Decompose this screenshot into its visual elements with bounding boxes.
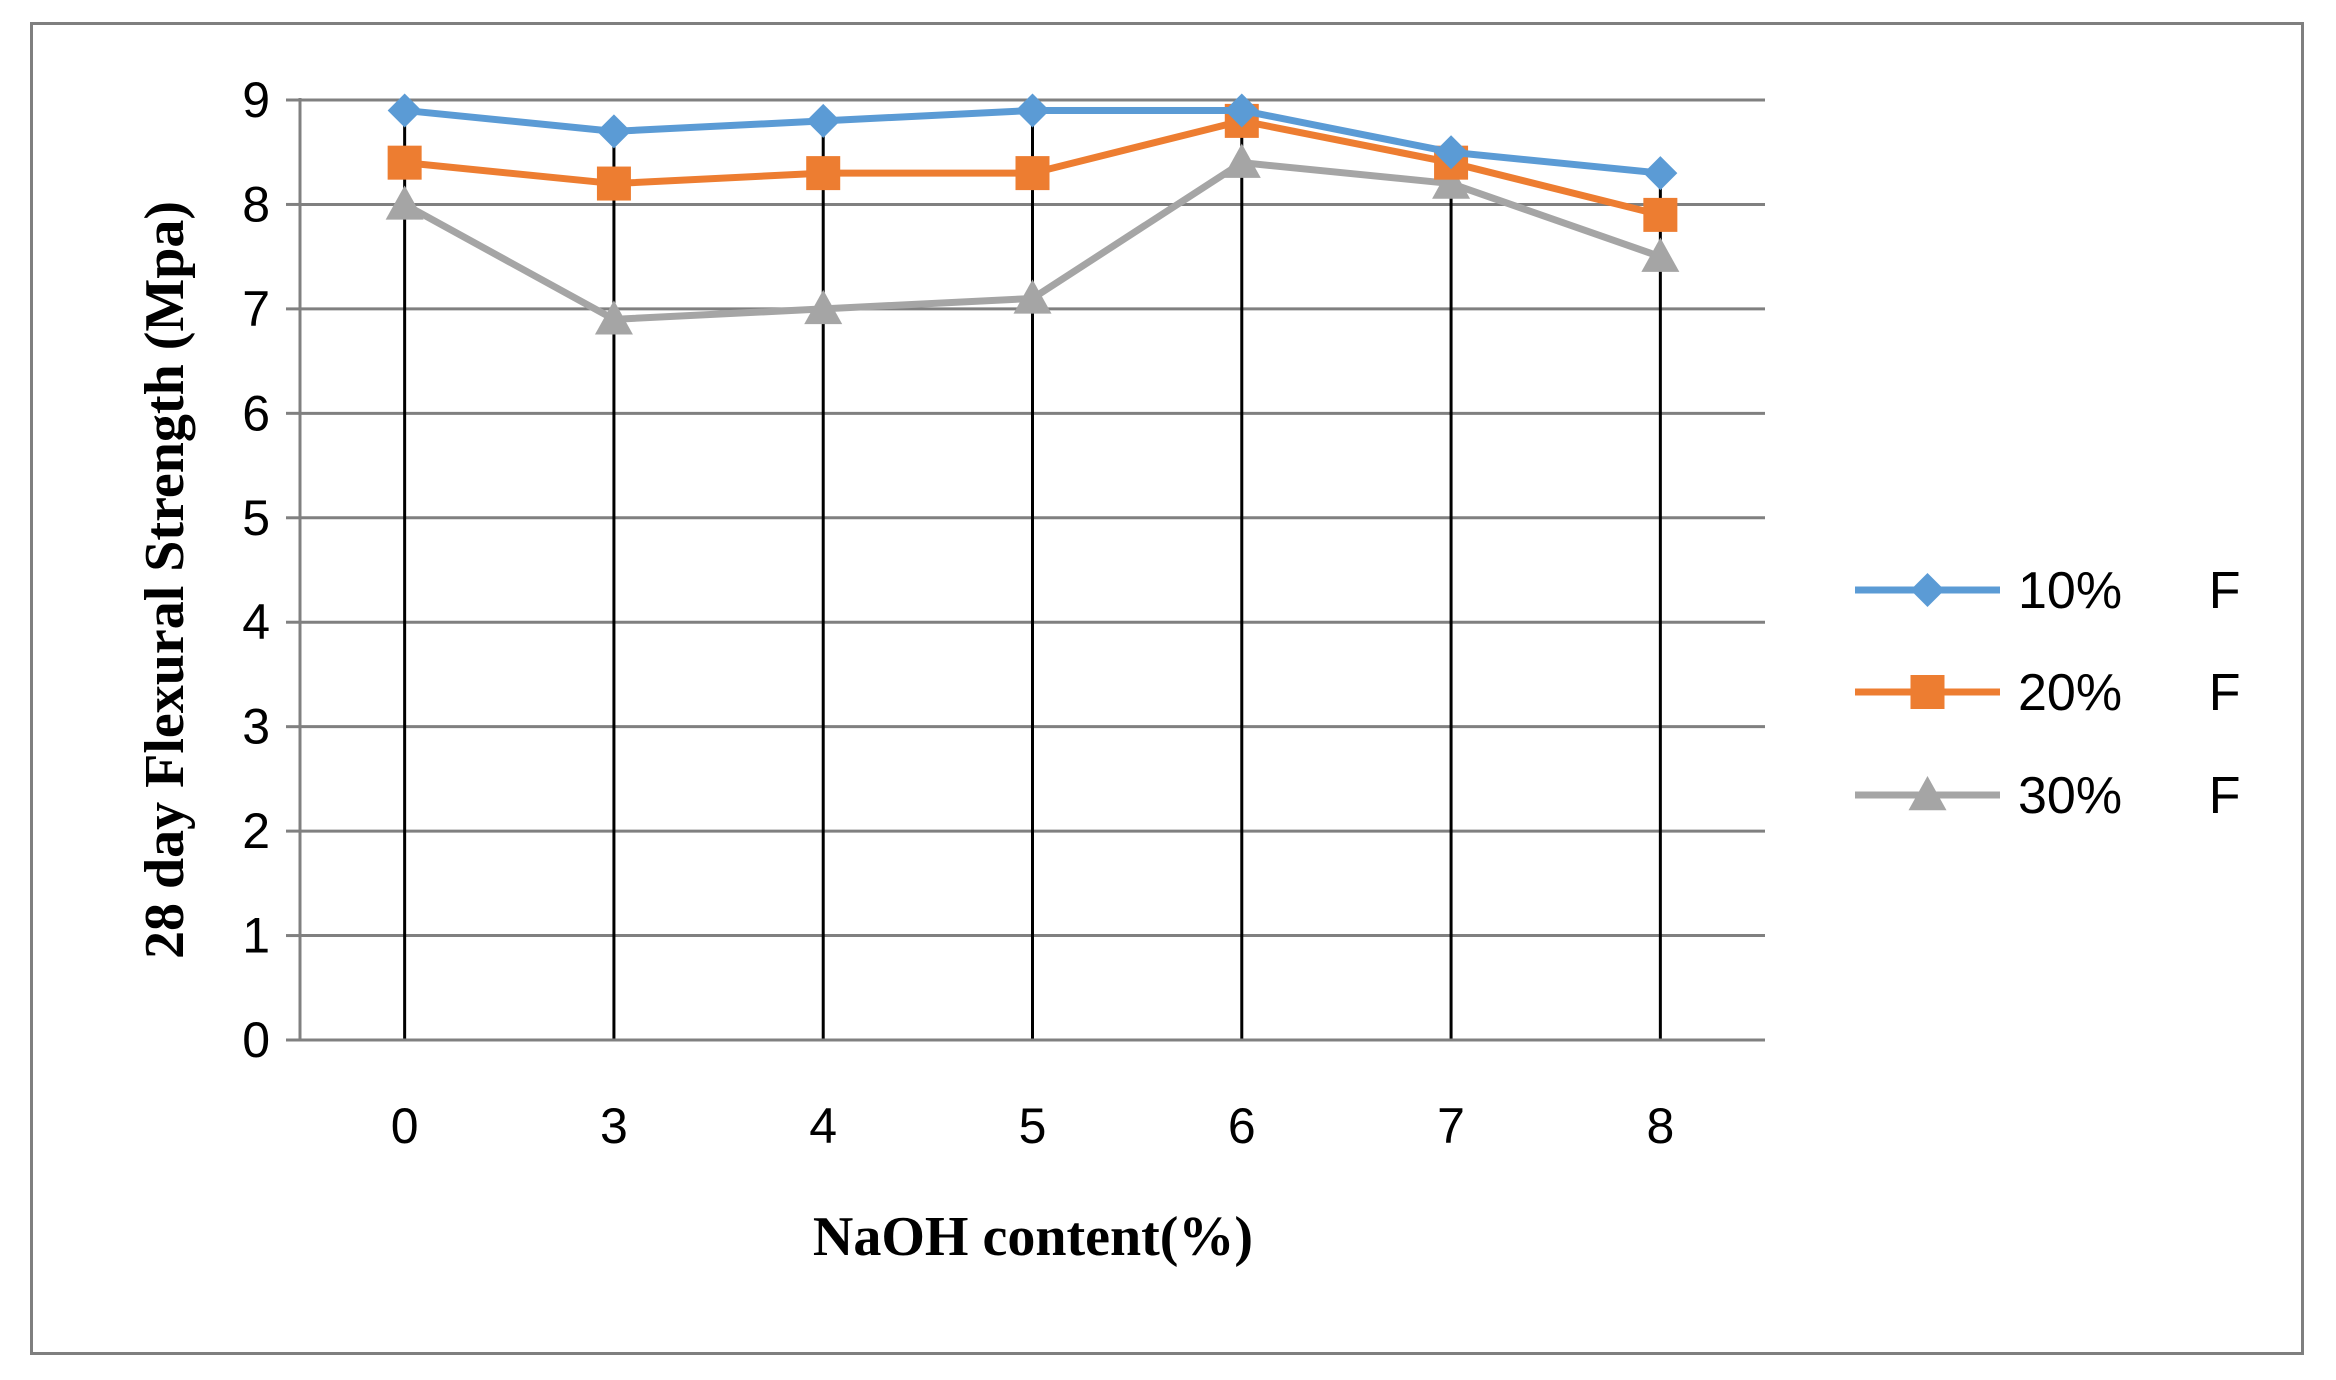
data-point: [806, 156, 841, 191]
legend-label: 30% F: [2018, 767, 2241, 825]
y-tick-label: 7: [242, 281, 270, 337]
series-group: [385, 93, 1680, 335]
y-tick-label: 5: [242, 490, 270, 546]
x-tick-label: 5: [1019, 1098, 1047, 1154]
x-tick-label: 6: [1228, 1098, 1256, 1154]
data-point: [1222, 143, 1261, 178]
legend-label: 20% F: [2018, 664, 2241, 722]
legend-label: 10% F: [2018, 562, 2241, 620]
data-point: [1432, 164, 1471, 199]
series-1: [387, 93, 1678, 191]
data-point: [594, 300, 633, 335]
legend-marker: [1910, 675, 1945, 709]
x-axis-title: NaOH content(%): [813, 1206, 1253, 1268]
series-3: [385, 143, 1680, 335]
data-point: [387, 145, 422, 180]
legend-marker: [1908, 776, 1947, 811]
y-tick-label: 1: [242, 908, 270, 964]
y-axis-title: 28 day Flexural Strength (Mpa): [134, 201, 196, 959]
x-tick-label: 8: [1646, 1098, 1674, 1154]
legend-entry-2: 20% F: [1855, 664, 2241, 722]
data-point: [1641, 237, 1680, 272]
y-tick-label: 0: [242, 1012, 270, 1068]
drop-lines: [403, 110, 1662, 1040]
axes: [286, 98, 1765, 1042]
x-tick-label: 0: [391, 1098, 419, 1154]
data-point: [1224, 93, 1259, 128]
data-point: [1643, 197, 1678, 232]
x-tick-label: 7: [1437, 1098, 1465, 1154]
data-point: [1643, 156, 1678, 191]
data-point: [806, 103, 841, 138]
y-tick-label: 2: [242, 803, 270, 859]
x-tick-label: 3: [600, 1098, 628, 1154]
data-point: [385, 185, 424, 220]
data-point: [387, 93, 422, 128]
legend-marker: [1910, 573, 1945, 607]
y-tick-labels: 0 1 2 3 4 5 6 7 8 9: [242, 72, 270, 1068]
x-tick-label: 4: [809, 1098, 837, 1154]
legend-entry-1: 10% F: [1855, 562, 2241, 620]
data-point: [804, 289, 843, 325]
data-point: [596, 166, 631, 201]
legend: 10% F 20% F 30% F: [1855, 562, 2241, 825]
y-tick-label: 4: [242, 594, 270, 650]
data-point: [1434, 135, 1469, 170]
y-tick-label: 9: [242, 72, 270, 128]
data-point: [1015, 93, 1050, 128]
y-tick-label: 8: [242, 176, 270, 232]
x-tick-labels: 0 3 4 5 6 7 8: [391, 1098, 1675, 1154]
data-point: [1013, 279, 1052, 314]
y-tick-label: 3: [242, 699, 270, 755]
y-tick-label: 6: [242, 385, 270, 441]
data-point: [1015, 156, 1050, 191]
data-point: [596, 114, 631, 149]
legend-entry-3: 30% F: [1855, 767, 2241, 825]
